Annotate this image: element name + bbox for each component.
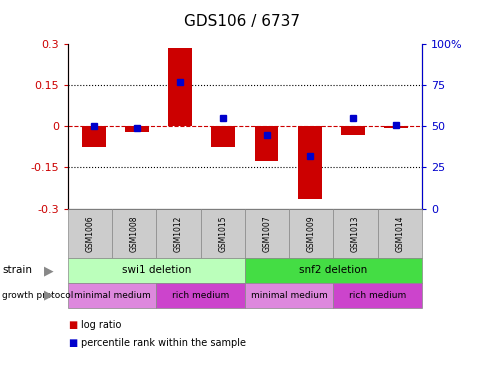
Text: ■: ■ bbox=[68, 320, 77, 330]
Text: snf2 deletion: snf2 deletion bbox=[299, 265, 367, 276]
Text: GDS106 / 6737: GDS106 / 6737 bbox=[184, 15, 300, 29]
Text: ■: ■ bbox=[68, 338, 77, 348]
Text: minimal medium: minimal medium bbox=[74, 291, 150, 300]
Bar bbox=[211, 126, 235, 147]
Bar bbox=[125, 126, 149, 132]
Text: strain: strain bbox=[2, 265, 32, 276]
Bar bbox=[340, 126, 364, 134]
Text: GSM1015: GSM1015 bbox=[218, 215, 227, 251]
Text: GSM1012: GSM1012 bbox=[174, 215, 182, 251]
Bar bbox=[168, 48, 192, 126]
Bar bbox=[297, 126, 321, 199]
Text: rich medium: rich medium bbox=[172, 291, 229, 300]
Text: GSM1006: GSM1006 bbox=[85, 215, 94, 252]
Text: minimal medium: minimal medium bbox=[250, 291, 327, 300]
Text: GSM1013: GSM1013 bbox=[350, 215, 359, 251]
Text: ▶: ▶ bbox=[44, 264, 53, 277]
Text: rich medium: rich medium bbox=[348, 291, 406, 300]
Text: GSM1008: GSM1008 bbox=[130, 215, 138, 251]
Bar bbox=[254, 126, 278, 161]
Text: swi1 deletion: swi1 deletion bbox=[121, 265, 191, 276]
Text: GSM1007: GSM1007 bbox=[262, 215, 271, 252]
Bar bbox=[82, 126, 106, 147]
Text: GSM1009: GSM1009 bbox=[306, 215, 315, 252]
Text: GSM1014: GSM1014 bbox=[394, 215, 404, 251]
Text: log ratio: log ratio bbox=[81, 320, 121, 330]
Text: growth protocol: growth protocol bbox=[2, 291, 74, 300]
Bar bbox=[383, 126, 407, 128]
Text: ▶: ▶ bbox=[44, 289, 53, 302]
Text: percentile rank within the sample: percentile rank within the sample bbox=[81, 338, 246, 348]
